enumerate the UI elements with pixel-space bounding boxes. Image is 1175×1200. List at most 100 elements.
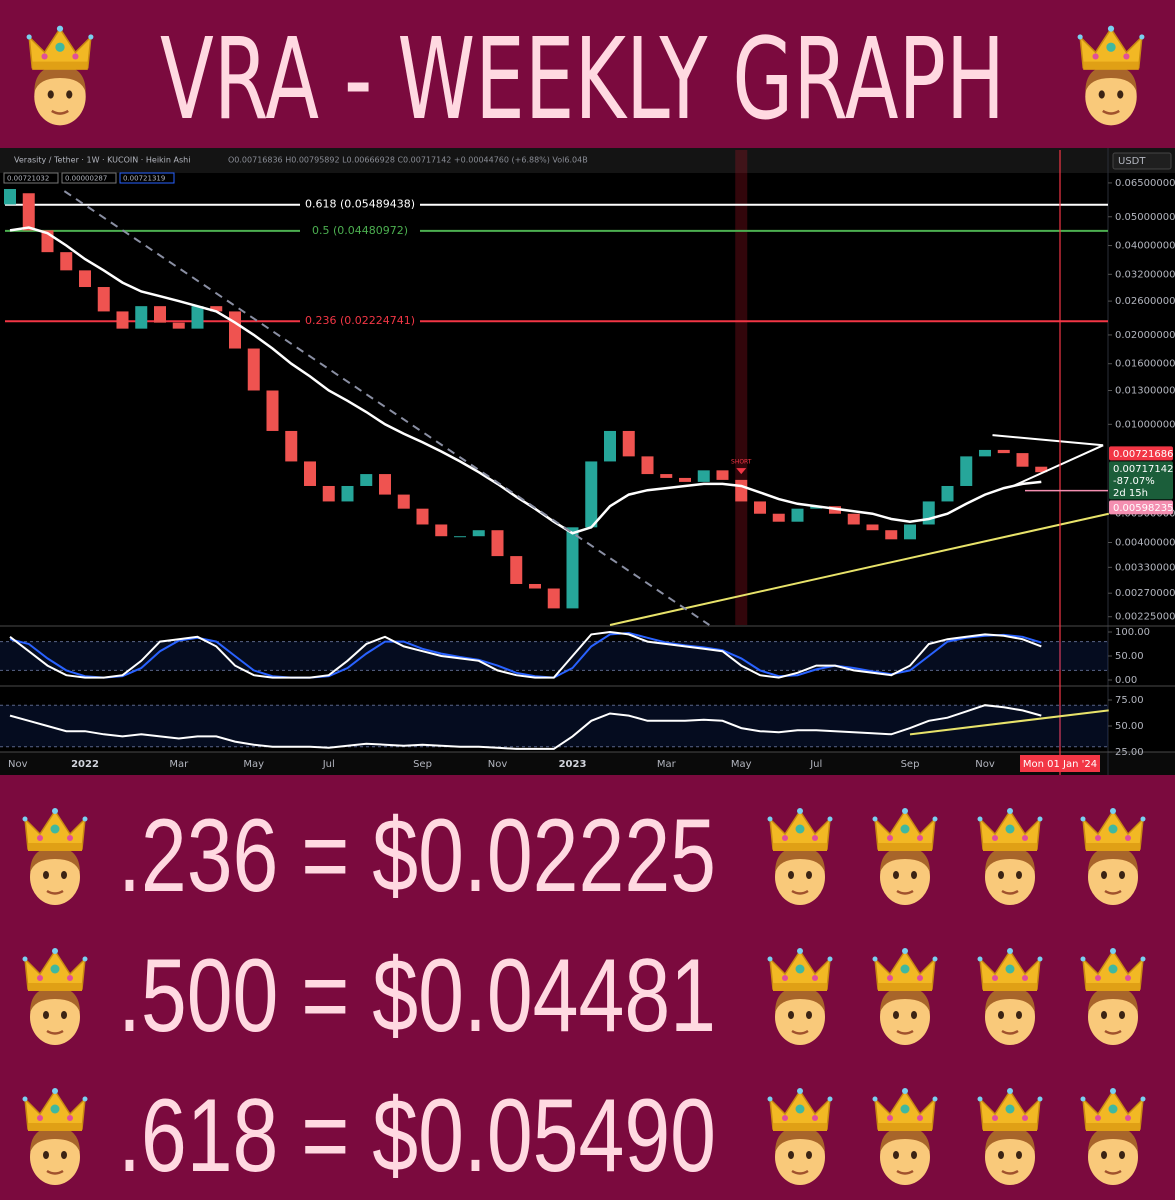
- fib-label: 0.618 (0.05489438): [305, 198, 415, 211]
- candle: [585, 461, 598, 528]
- price-label-box: [1109, 461, 1173, 500]
- icon: [25, 24, 95, 127]
- y-tick-label: 100.00: [1115, 627, 1150, 638]
- y-tick-label: 0.00: [1115, 675, 1137, 686]
- x-tick-label: Mon 01 Jan '24: [1023, 759, 1097, 770]
- icon: [976, 807, 1044, 907]
- candle: [622, 430, 635, 457]
- icon: [21, 947, 89, 1047]
- candle: [754, 501, 766, 514]
- y-tick-label: 0.01000000: [1115, 419, 1175, 430]
- candle: [266, 390, 279, 431]
- candle: [341, 485, 354, 502]
- x-tick-label: 2023: [559, 759, 587, 770]
- candle: [697, 470, 710, 482]
- y-tick-label: 0.02600000: [1115, 296, 1175, 307]
- x-tick-label: Nov: [975, 759, 995, 770]
- icon: [766, 1087, 834, 1187]
- candle: [660, 474, 673, 478]
- icon: [21, 1087, 89, 1187]
- candle: [491, 530, 504, 557]
- candle: [472, 530, 485, 537]
- x-tick-label: Sep: [413, 759, 432, 770]
- price-label-box: [1109, 500, 1173, 515]
- legend-value: 0.00000287: [65, 175, 107, 183]
- signal-band: [735, 150, 748, 625]
- signal-arrow: [736, 468, 747, 475]
- candle: [285, 430, 298, 462]
- candle: [454, 536, 466, 538]
- candle: [154, 306, 166, 323]
- icon: [1079, 947, 1147, 1047]
- y-tick-label: 0.06500000: [1115, 178, 1175, 189]
- candle: [904, 524, 916, 540]
- title: VRA - WEEKLY GRAPH: [160, 15, 1005, 145]
- x-tick-label: Jul: [809, 759, 822, 770]
- fib-label: 0.5 (0.04480972): [312, 224, 408, 237]
- x-tick-label: Jul: [322, 759, 335, 770]
- candle: [791, 508, 804, 522]
- candle: [397, 494, 410, 509]
- y-tick-label: 0.05000000: [1115, 212, 1175, 223]
- candle: [866, 524, 879, 531]
- candle: [885, 530, 898, 540]
- icon: [1079, 1087, 1147, 1187]
- fib-row: .618 = $0.05490: [118, 1078, 716, 1194]
- price-label: 0.00717142: [1113, 464, 1173, 475]
- fib-summary: .236 = $0.02225 .500 = $0.04481 .618 = $0.…: [21, 798, 1147, 1194]
- indicator-line: [9, 630, 1042, 679]
- legend-box: [119, 172, 175, 184]
- symbol-info: Verasity / Tether · 1W · KUCOIN · Heikin…: [14, 156, 190, 165]
- candle: [22, 193, 35, 231]
- legend-box: [3, 172, 59, 184]
- y-tick-label: 0.00270000: [1115, 588, 1175, 599]
- x-tick-label: May: [243, 759, 264, 770]
- y-tick-label: 0.00400000: [1115, 538, 1175, 549]
- candle: [379, 474, 391, 495]
- trendline: [992, 434, 1104, 447]
- trendline: [1012, 444, 1104, 487]
- icon: [976, 1087, 1044, 1187]
- x-tick-label: Sep: [901, 759, 920, 770]
- candle: [360, 474, 373, 486]
- y-tick-label: 0.01600000: [1115, 359, 1175, 370]
- candle: [322, 485, 335, 502]
- candle: [135, 306, 148, 329]
- price-label-box: [1109, 446, 1173, 461]
- indicator-band: [0, 641, 1108, 671]
- indicator-line: [9, 631, 1042, 679]
- x-tick-label: Mar: [169, 759, 189, 770]
- x-tick-label: May: [731, 759, 752, 770]
- moving-average: [9, 226, 1042, 535]
- icon: [976, 947, 1044, 1047]
- candle: [960, 456, 973, 486]
- candle: [304, 461, 316, 486]
- y-tick-label: 25.00: [1115, 747, 1144, 758]
- candle: [941, 485, 954, 502]
- icon: [1079, 807, 1147, 907]
- y-tick-label: 50.00: [1115, 721, 1144, 732]
- icon: [871, 807, 939, 907]
- price-label: -87.07%: [1113, 476, 1155, 487]
- candle: [547, 588, 560, 609]
- y-tick-label: 0.02000000: [1115, 330, 1175, 341]
- signal-label: SHORT: [731, 459, 752, 466]
- chart-panel: Verasity / Tether · 1W · KUCOIN · Heikin…: [0, 148, 1175, 775]
- icon: [871, 1087, 939, 1187]
- fib-label-bg: [300, 197, 420, 212]
- y-tick-label: 0.00330000: [1115, 562, 1175, 573]
- candle: [847, 513, 860, 525]
- fib-label-bg: [300, 223, 420, 238]
- price-label: 2d 15h: [1113, 488, 1148, 499]
- candle: [529, 583, 541, 589]
- candle: [772, 513, 785, 522]
- candle: [829, 506, 841, 514]
- candle: [79, 270, 91, 288]
- indicator-line: [9, 704, 1042, 750]
- y-tick-label: 0.01300000: [1115, 385, 1175, 396]
- currency-box: [1112, 152, 1172, 170]
- candle: [1035, 466, 1048, 473]
- candle: [416, 508, 429, 525]
- candle: [641, 456, 654, 475]
